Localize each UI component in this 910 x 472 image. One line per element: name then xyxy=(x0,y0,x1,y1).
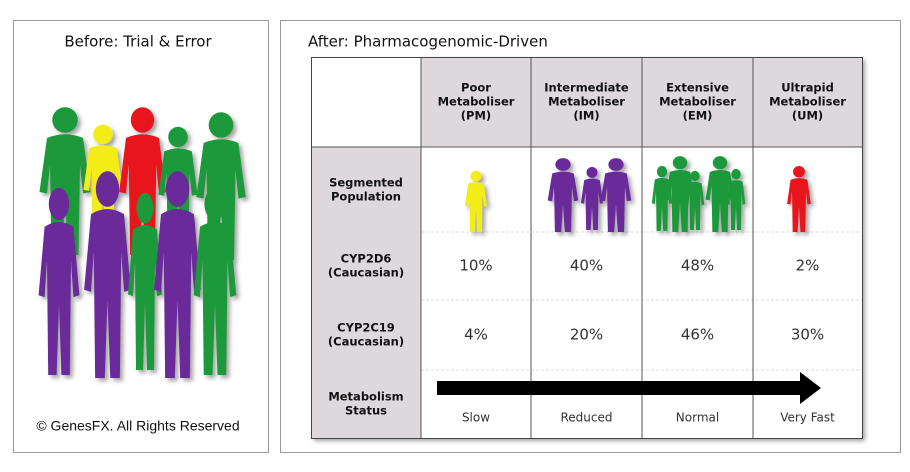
cell-value: 30% xyxy=(791,326,824,344)
column-header: Metaboliser xyxy=(438,95,515,109)
column-header: Metaboliser xyxy=(548,95,625,109)
cell-value: 2% xyxy=(796,257,820,275)
cell-value: 20% xyxy=(570,326,603,344)
label-column xyxy=(311,147,421,438)
left-title: Before: Trial & Error xyxy=(64,33,212,51)
row-label: (Caucasian) xyxy=(328,335,404,349)
status-label: Normal xyxy=(676,411,719,425)
column-header: Metaboliser xyxy=(769,95,846,109)
row-label: Metabolism xyxy=(328,390,403,404)
row-label: (Caucasian) xyxy=(328,266,404,280)
column-header: Poor xyxy=(461,81,491,95)
cell-value: 48% xyxy=(681,257,714,275)
column-header: (UM) xyxy=(792,109,823,123)
row-label: Status xyxy=(345,404,387,418)
column-header: Ultrapid xyxy=(781,81,834,95)
cell-value: 40% xyxy=(570,257,603,275)
copyright: © GenesFX. All Rights Reserved xyxy=(36,418,239,434)
table-border xyxy=(311,57,863,439)
cell-value: 4% xyxy=(464,326,488,344)
column-header: Metaboliser xyxy=(659,95,736,109)
column-header: (EM) xyxy=(683,109,713,123)
status-label: Reduced xyxy=(560,411,612,425)
row-label: Population xyxy=(331,190,401,204)
column-header: (IM) xyxy=(573,109,599,123)
row-label: CYP2D6 xyxy=(341,252,392,266)
column-header: Extensive xyxy=(666,81,729,95)
cell-value: 10% xyxy=(459,257,492,275)
row-label: CYP2C19 xyxy=(337,321,395,335)
metabolism-arrow xyxy=(437,372,821,404)
row-dividers xyxy=(311,231,862,371)
grid xyxy=(311,57,862,438)
cell-value: 46% xyxy=(681,326,714,344)
column-header: (PM) xyxy=(461,109,491,123)
status-label: Very Fast xyxy=(780,411,835,425)
column-header: Intermediate xyxy=(544,81,629,95)
row-label: Segmented xyxy=(329,176,403,190)
status-label: Slow xyxy=(462,411,490,425)
right-title: After: Pharmacogenomic-Driven xyxy=(308,33,548,51)
